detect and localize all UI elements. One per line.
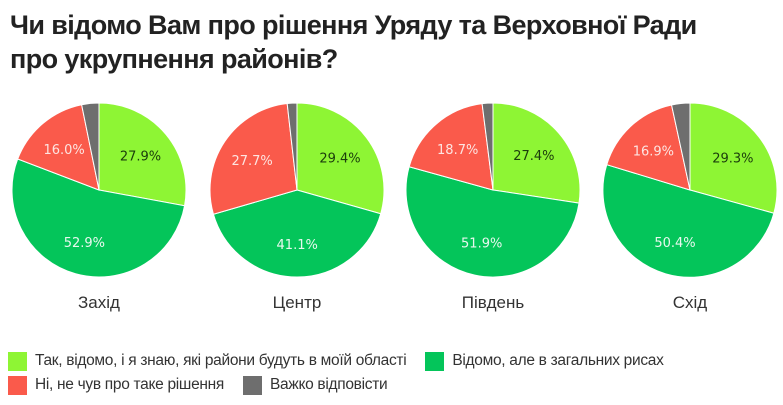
slice-yes-know	[296, 102, 385, 215]
pie-label-skhid: Схід	[673, 293, 708, 312]
legend-label: Ні, не чув про таке рішення	[35, 376, 225, 393]
slice-value-label: 51.9%	[461, 237, 502, 252]
slice-general	[405, 166, 580, 278]
pie-label-tsentr: Центр	[273, 293, 322, 312]
slice-general	[11, 158, 186, 278]
pie-chart-skhid: 29.3% 50.4% 16.9%	[602, 102, 778, 278]
chart-title-line-2: про укрупнення районів?	[10, 44, 338, 74]
slice-value-label: 16.9%	[633, 144, 674, 159]
slice-value-label: 27.4%	[513, 149, 554, 164]
slice-value-label: 29.4%	[319, 152, 360, 167]
slice-no	[17, 104, 100, 191]
legend-swatch-green	[425, 351, 445, 371]
legend-item-yes-know[interactable]: Так, відомо, і я знаю, які райони будуть…	[8, 351, 407, 371]
legend-row-2: Ні, не чув про таке рішення Важко відпов…	[8, 373, 778, 397]
legend-item-hard[interactable]: Важко відповісти	[243, 375, 388, 395]
slice-hard	[81, 102, 100, 191]
legend-label: Важко відповісти	[270, 376, 388, 393]
legend-item-general[interactable]: Відомо, але в загальних рисах	[425, 351, 664, 371]
slice-yes-know	[689, 102, 778, 214]
legend-label: Відомо, але в загальних рисах	[452, 352, 664, 369]
legend-row-1: Так, відомо, і я знаю, які райони будуть…	[8, 349, 778, 373]
slice-hard	[670, 102, 691, 191]
legend-swatch-gray	[243, 375, 263, 395]
slice-value-label: 41.1%	[277, 238, 318, 253]
slice-yes-know	[492, 102, 581, 204]
pie-label-zakhid: Захід	[78, 293, 120, 312]
slice-no	[408, 103, 494, 191]
legend-item-no[interactable]: Ні, не чув про таке рішення	[8, 375, 225, 395]
legend: Так, відомо, і я знаю, які райони будуть…	[8, 349, 778, 397]
legend-swatch-light-green	[8, 351, 27, 371]
slice-value-label: 52.9%	[64, 236, 105, 251]
slice-no	[209, 103, 298, 215]
chart-title: Чи відомо Вам про рішення Уряду та Верхо…	[10, 8, 780, 76]
slice-hard	[481, 102, 494, 191]
pie-label-pivden: Південь	[462, 293, 525, 312]
pie-chart-zakhid: 27.9% 52.9% 16.0%	[11, 102, 187, 278]
slice-value-label: 50.4%	[654, 236, 695, 251]
slice-general	[212, 189, 382, 278]
chart-title-line-1: Чи відомо Вам про рішення Уряду та Верхо…	[10, 10, 697, 40]
slice-value-label: 16.0%	[43, 143, 84, 158]
slice-value-label: 27.9%	[120, 150, 161, 165]
slice-hard	[286, 102, 298, 191]
pie-chart-tsentr: 29.4% 41.1% 27.7%	[209, 102, 385, 278]
legend-swatch-red	[8, 375, 27, 395]
slice-no	[606, 104, 691, 191]
slice-yes-know	[98, 102, 187, 207]
legend-label: Так, відомо, і я знаю, які райони будуть…	[35, 352, 407, 369]
pie-charts: 27.9% 52.9% 16.0% 29.4% 41.1% 27.7% 27.4% 51.…	[11, 102, 778, 312]
slice-value-label: 29.3%	[712, 151, 753, 166]
slice-value-label: 27.7%	[231, 154, 272, 169]
slice-value-label: 18.7%	[437, 143, 478, 158]
pie-chart-pivden: 27.4% 51.9% 18.7%	[405, 102, 581, 278]
slice-general	[602, 164, 775, 278]
